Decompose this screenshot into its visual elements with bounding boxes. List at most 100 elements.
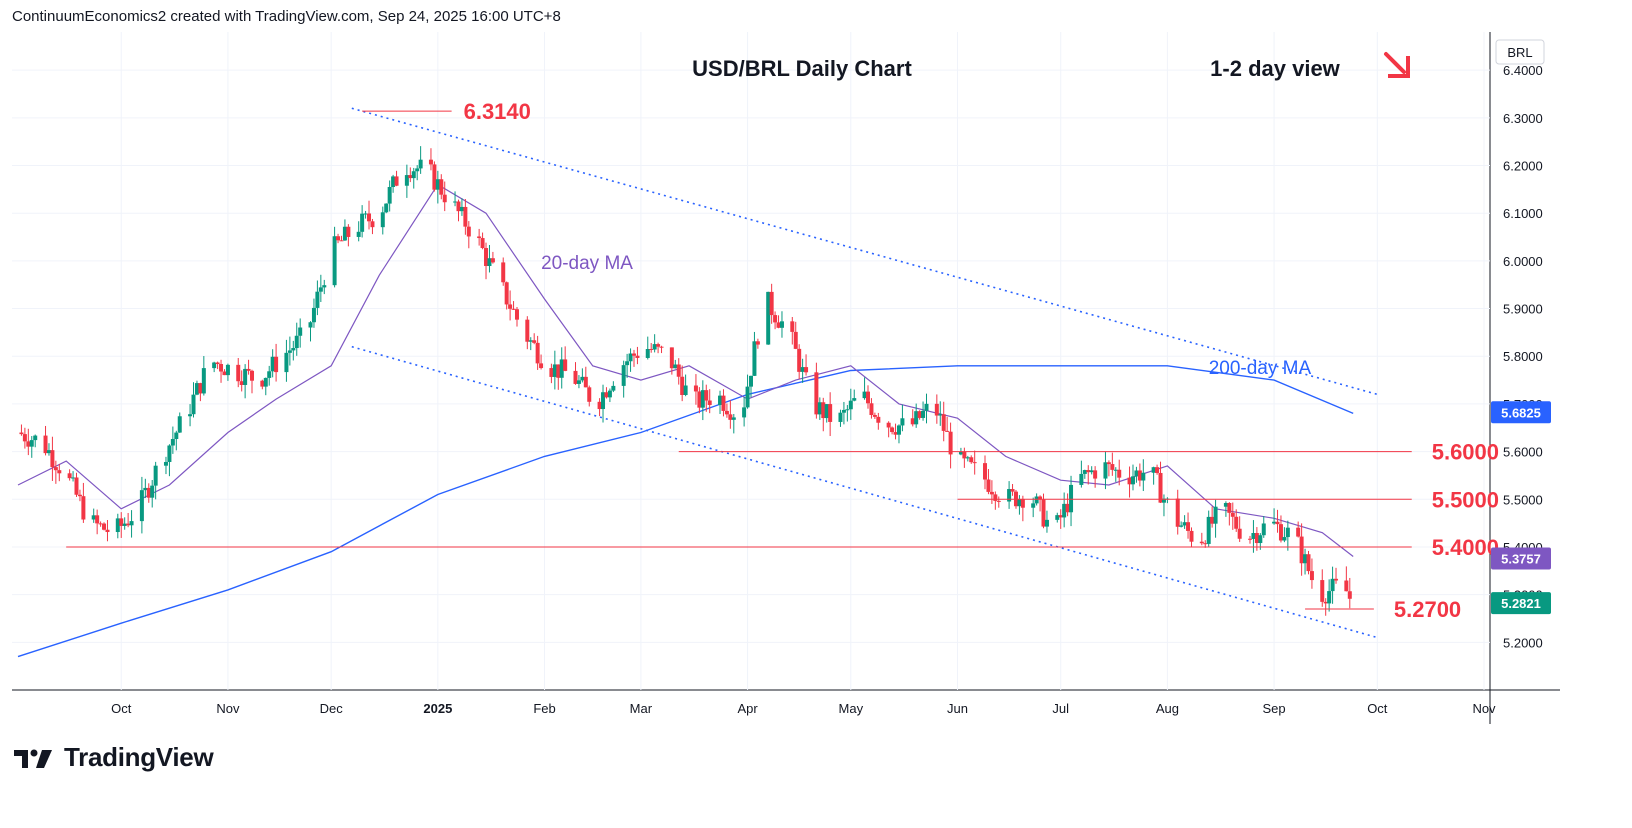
candle-body [804,367,809,373]
candle-body [1069,484,1074,513]
candle-body [938,414,943,416]
ma-annotation: 200-day MA [1209,358,1312,379]
x-tick-label: Feb [533,701,555,716]
x-tick-label: Oct [1367,701,1388,716]
candle-body [1089,470,1094,473]
candle-body [742,407,747,418]
candle-body [621,365,626,386]
candle-body [1007,489,1012,502]
candle-body [318,287,323,292]
candle-body [404,175,409,186]
candle-body [222,371,227,376]
candle-body [504,282,509,305]
candle-body [721,395,726,411]
currency-label-box [1495,39,1545,65]
candle-body [153,465,158,486]
candle-body [74,477,79,495]
candle-body [1038,496,1043,500]
candle-body [167,445,172,462]
candle-body [484,248,489,267]
candle-body [1010,489,1015,492]
candle-body [917,411,922,418]
candle-body [793,331,798,349]
ma-20-line [17,183,1354,557]
candle-body [1320,580,1325,602]
y-tick-label: 6.4000 [1503,63,1543,78]
candle-body [580,376,585,381]
candle-body [1044,519,1049,527]
candle-body [139,490,144,522]
candle-body [98,523,103,525]
candle-body [1065,503,1070,513]
candle-body [1296,527,1301,537]
x-tick-label: Aug [1156,701,1179,716]
level-label: 5.5000 [1432,487,1499,512]
candle-body [745,386,750,408]
candle-body [1213,506,1218,524]
candle-body [824,404,829,419]
candle-body [983,463,988,480]
candle-body [239,381,244,385]
arrow-head [1388,56,1410,78]
candle-body [336,236,341,241]
candle-body [625,361,630,366]
candle-body [322,285,327,288]
candle-body [1237,528,1242,539]
candle-body [1141,472,1146,481]
candle-body [294,335,299,349]
candle-body [886,422,891,428]
candle-body [1093,470,1098,479]
candle-body [267,371,272,378]
level-label: 6.3140 [464,99,531,124]
bearish-arrow-icon [1384,52,1410,78]
candle-body [1179,525,1184,527]
candle-body [514,309,519,320]
candle-body [287,350,292,353]
candle-body [1254,533,1259,544]
candle-body [941,414,946,431]
candle-body [411,171,416,179]
candle-body [989,491,994,495]
candle-body [418,159,423,169]
candle-body [563,359,568,371]
candle-body [683,385,688,395]
candle-body [948,431,953,455]
candle-body [342,226,347,241]
candle-body [1151,467,1156,473]
candle-body [1258,535,1263,544]
candle-body [174,432,179,440]
price-label-box [1491,592,1551,615]
candle-body [477,236,482,239]
candle-body [501,262,506,283]
candle-body [1210,516,1215,524]
candle-body [790,321,795,332]
candle-body [669,347,674,369]
candle-body [394,176,399,186]
candle-body [700,390,705,408]
candle-body [1062,503,1067,518]
candle-body [900,418,905,426]
candle-body [225,364,230,376]
candle-body [549,368,554,377]
x-tick-label: Mar [630,701,653,716]
level-label: 5.4000 [1432,535,1499,560]
candle-body [587,387,592,402]
candle-body [814,372,819,415]
tradingview-logo[interactable]: TradingView [12,742,214,773]
y-tick-label: 6.3000 [1503,111,1543,126]
candle-body [1199,541,1204,544]
candle-body [597,401,602,410]
candle-body [163,461,168,466]
candle-body [838,412,843,422]
candle-body [1275,521,1280,525]
candle-body [1017,498,1022,507]
candle-body [91,515,96,520]
candle-body [119,518,124,526]
candle-body [1347,591,1352,599]
candle-body [1223,502,1228,507]
candle-body [442,194,447,203]
candle-body [219,364,224,372]
candle-body [996,500,1001,502]
candle-body [821,402,826,419]
